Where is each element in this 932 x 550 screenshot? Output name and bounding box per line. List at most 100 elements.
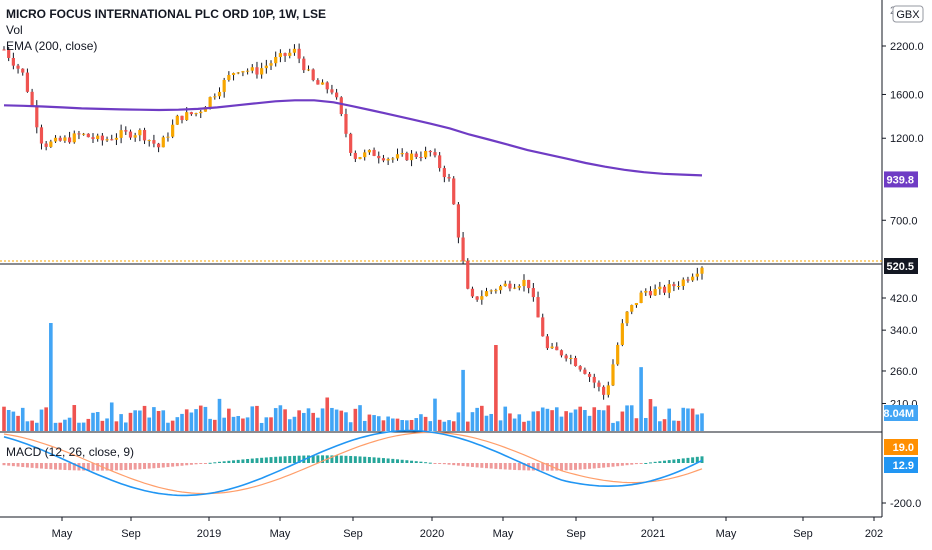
macd-axis[interactable]: -200.0: [882, 498, 921, 510]
volume-bar: [302, 412, 306, 431]
macd-histogram-bar: [691, 457, 695, 463]
macd-histogram-bar: [260, 457, 264, 463]
volume-bar: [255, 405, 259, 431]
macd-histogram-bar: [695, 456, 699, 463]
macd-histogram-bar: [447, 463, 451, 465]
macd-histogram-bar: [208, 462, 212, 464]
currency-badge[interactable]: GBX: [892, 5, 924, 23]
candle-body: [339, 97, 343, 115]
candle-body: [452, 178, 456, 205]
macd-histogram-bar: [367, 457, 371, 463]
volume-bar: [690, 408, 695, 431]
macd-histogram-bar: [39, 463, 43, 469]
volume-bar: [297, 410, 301, 431]
macd-histogram-bar: [54, 463, 58, 470]
volume-bar: [601, 410, 606, 431]
volume-bar: [109, 402, 114, 431]
volume-bar: [91, 412, 95, 431]
candle-body: [231, 73, 236, 75]
macd-histogram-bar: [68, 463, 72, 471]
ema-value-badge: 939.8: [886, 174, 914, 186]
volume-bar: [489, 413, 493, 431]
candle-body: [147, 140, 151, 142]
candle-body: [274, 57, 278, 64]
candle-body: [288, 52, 292, 56]
volume-bar: [376, 416, 381, 431]
candle-body: [7, 49, 11, 58]
volume-bar: [53, 422, 58, 431]
candle-body: [189, 112, 193, 115]
volume-bar: [695, 414, 700, 431]
macd-signal-badge: 19.0: [893, 442, 914, 454]
macd-histogram-bar: [119, 463, 123, 471]
volume-bar: [184, 409, 189, 431]
volume-bar: [39, 409, 44, 431]
macd-histogram-bar: [152, 463, 156, 469]
candle-body: [428, 150, 432, 153]
volume-bar: [339, 410, 344, 431]
candle-body: [466, 260, 470, 289]
macd-histogram-bar: [353, 456, 357, 463]
volume-bar: [100, 420, 105, 431]
macd-histogram-bar: [16, 463, 20, 467]
candle-body: [522, 279, 526, 287]
candle-body: [49, 141, 53, 147]
candle-body: [395, 154, 400, 159]
legend-vol[interactable]: Vol: [6, 23, 23, 37]
time-axis[interactable]: May Sep 2019 May Sep 2020 May Sep 2021 May Sep 202: [52, 517, 884, 540]
candle-body: [156, 143, 161, 148]
candle-body: [213, 96, 217, 98]
candle-body: [648, 290, 653, 296]
macd-histogram-bar: [199, 463, 203, 464]
macd-histogram-bar: [400, 459, 404, 463]
macd-tick-label: -200.0: [890, 498, 921, 510]
legend-macd[interactable]: MACD (12, 26, close, 9): [6, 445, 135, 459]
legend-ema[interactable]: EMA (200, close): [6, 39, 98, 53]
candle-body: [67, 137, 72, 143]
volume-bar: [512, 418, 517, 431]
volume-bar: [217, 398, 222, 431]
macd-histogram-bar: [452, 463, 456, 466]
volume-bar: [686, 408, 690, 431]
volume-bar: [123, 422, 128, 431]
price-tick-label: 700.0: [890, 215, 918, 227]
volume-bar: [372, 415, 376, 431]
volume-bar: [67, 417, 72, 431]
macd-histogram-bar: [232, 460, 236, 463]
macd-histogram-bar: [377, 457, 381, 463]
candle-body: [531, 288, 535, 298]
candle-body: [517, 286, 521, 288]
candle-body: [100, 135, 104, 141]
volume-bar: [194, 409, 198, 431]
time-tick-label: Sep: [566, 528, 586, 540]
macd-histogram-bar: [414, 461, 418, 463]
candle-body: [30, 91, 34, 106]
candle-body: [283, 53, 287, 56]
time-tick-label: Sep: [121, 528, 141, 540]
last-price-badge-bg: [884, 258, 918, 274]
volume-bar: [578, 406, 583, 431]
volume-bar: [409, 419, 414, 431]
symbol-title[interactable]: MICRO FOCUS INTERNATIONAL PLC ORD 10P, 1…: [6, 7, 327, 21]
macd-histogram-bar: [363, 456, 367, 463]
volume-bar: [2, 406, 6, 431]
volume-bar: [433, 398, 437, 431]
candle-body: [260, 68, 264, 75]
candle-body: [611, 364, 615, 386]
volume-bar: [526, 420, 531, 431]
volume-bar: [620, 411, 625, 431]
candle-body: [250, 67, 254, 71]
legend-block: MICRO FOCUS INTERNATIONAL PLC ORD 10P, 1…: [6, 6, 326, 54]
macd-histogram-bar: [246, 458, 250, 463]
volume-bar: [20, 407, 25, 431]
candle-body: [484, 291, 489, 297]
macd-histogram-bar: [574, 463, 578, 470]
macd-histogram-bar: [2, 463, 6, 466]
volume-bar: [447, 420, 451, 431]
macd-histogram-bar: [86, 463, 90, 471]
volume-bar: [597, 409, 601, 431]
candle-body: [353, 152, 357, 159]
volume-bar: [250, 406, 255, 431]
candle-body: [306, 69, 311, 71]
